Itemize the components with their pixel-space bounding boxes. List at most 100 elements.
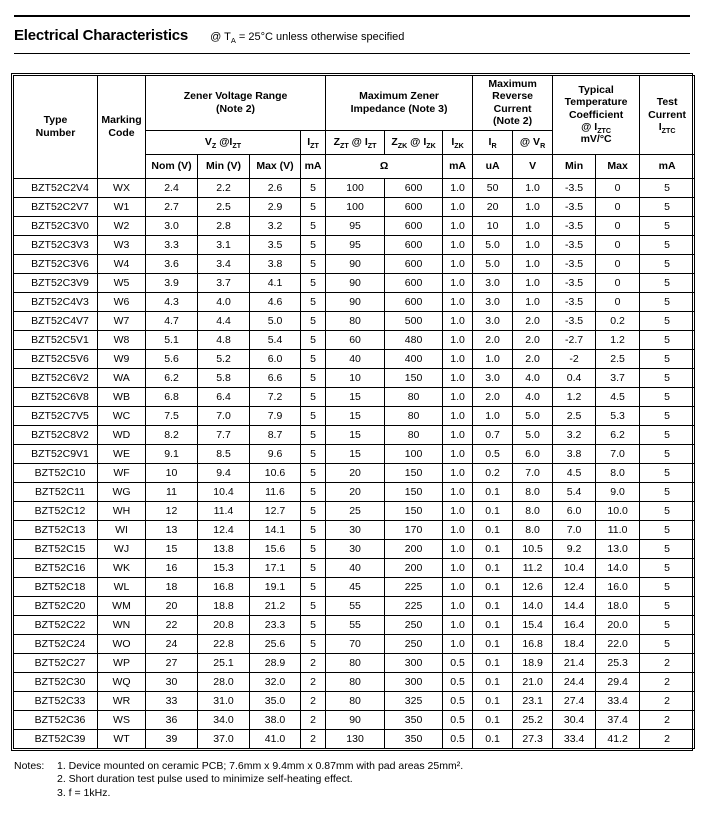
value-cell: 12.6: [512, 576, 554, 597]
subhead-vz-at-izt: VZ @IZT: [145, 129, 301, 155]
value-cell: 90: [325, 272, 386, 293]
value-cell: 80: [384, 405, 444, 426]
value-cell: 22.8: [197, 633, 250, 654]
value-cell: W8: [97, 329, 146, 350]
type-number-cell: BZT52C11: [13, 481, 98, 502]
value-cell: 10.0: [595, 500, 641, 521]
value-cell: 2.5: [552, 405, 597, 426]
value-cell: 5: [299, 386, 327, 407]
value-cell: 3.3: [145, 234, 198, 255]
value-cell: 16.0: [595, 576, 641, 597]
value-cell: 1.0: [442, 253, 474, 274]
value-cell: 5.4: [249, 329, 301, 350]
value-cell: 3.8: [552, 443, 597, 464]
value-cell: 0.1: [472, 595, 514, 616]
unit-max-v: Max (V): [249, 153, 301, 179]
value-cell: 25.2: [512, 709, 554, 730]
value-cell: 0.1: [472, 671, 514, 692]
value-cell: WJ: [97, 538, 146, 559]
value-cell: 10: [472, 215, 514, 236]
value-cell: 25.3: [595, 652, 641, 673]
value-cell: 12: [145, 500, 198, 521]
section-header: Electrical Characteristics @ TA = 25°C u…: [11, 15, 693, 54]
value-cell: -3.5: [552, 177, 597, 198]
notes-items: 1. Device mounted on ceramic PCB; 7.6mm …: [57, 760, 463, 801]
value-cell: 480: [384, 329, 444, 350]
value-cell: 15.3: [197, 557, 250, 578]
value-cell: 5: [299, 215, 327, 236]
value-cell: 10: [145, 462, 198, 483]
value-cell: 5: [639, 557, 696, 578]
table-header: Type Number Marking Code Zener Voltage R…: [13, 75, 696, 179]
value-cell: 1.2: [552, 386, 597, 407]
value-cell: 25.1: [197, 652, 250, 673]
value-cell: 5: [639, 538, 696, 559]
table-row: BZT52C11 WG 11 10.4 11.6 5 20 150 1.0 0.1 8.0 5.4 9.…: [13, 481, 696, 502]
value-cell: 95: [325, 215, 386, 236]
value-cell: 27: [145, 652, 198, 673]
value-cell: 1.0: [442, 500, 474, 521]
value-cell: 2.8: [197, 215, 250, 236]
value-cell: 5: [639, 253, 696, 274]
value-cell: 5: [639, 424, 696, 445]
table-body: BZT52C2V4 WX 2.4 2.2 2.6 5 100 600 1.0 50 1.0 -3.5 0…: [13, 177, 696, 749]
value-cell: 11.0: [595, 519, 641, 540]
value-cell: 5: [299, 329, 327, 350]
value-cell: 5: [299, 424, 327, 445]
value-cell: 5.0: [512, 405, 554, 426]
value-cell: 4.0: [197, 291, 250, 312]
value-cell: 5: [639, 576, 696, 597]
value-cell: 5: [299, 481, 327, 502]
value-cell: 30: [325, 519, 386, 540]
value-cell: 32.0: [249, 671, 301, 692]
value-cell: 18.8: [197, 595, 250, 616]
value-cell: 2: [299, 709, 327, 730]
value-cell: W1: [97, 196, 146, 217]
value-cell: 8.0: [512, 500, 554, 521]
col-group-zener-voltage-range: Zener Voltage Range (Note 2): [144, 75, 327, 131]
value-cell: 5.1: [145, 329, 198, 350]
value-cell: 21.2: [249, 595, 301, 616]
value-cell: 2.0: [512, 348, 554, 369]
value-cell: 300: [384, 671, 444, 692]
value-cell: 7.0: [197, 405, 250, 426]
type-number-cell: BZT52C5V6: [13, 348, 98, 369]
value-cell: 2.2: [197, 177, 250, 198]
type-number-cell: BZT52C33: [13, 690, 98, 711]
value-cell: WP: [97, 652, 146, 673]
value-cell: 33: [145, 690, 198, 711]
value-cell: 31.0: [197, 690, 250, 711]
value-cell: 2: [299, 728, 327, 749]
value-cell: 1.0: [442, 272, 474, 293]
value-cell: -2.7: [552, 329, 597, 350]
unit-iztc-ma: mA: [639, 153, 696, 179]
value-cell: 41.2: [595, 728, 641, 749]
value-cell: 38.0: [249, 709, 301, 730]
value-cell: 5.6: [145, 348, 198, 369]
value-cell: 25: [325, 500, 386, 521]
value-cell: 0.4: [552, 367, 597, 388]
value-cell: 20.8: [197, 614, 250, 635]
value-cell: 5: [639, 443, 696, 464]
value-cell: 16.8: [197, 576, 250, 597]
value-cell: 20: [325, 462, 386, 483]
value-cell: 150: [384, 481, 444, 502]
value-cell: 14.0: [512, 595, 554, 616]
subhead-vr: @ VR: [512, 129, 554, 155]
value-cell: 600: [384, 272, 444, 293]
subhead-zzk-at-izk: ZZK @ IZK: [384, 129, 444, 155]
value-cell: WQ: [97, 671, 146, 692]
type-number-cell: BZT52C3V6: [13, 253, 98, 274]
value-cell: 3.6: [145, 253, 198, 274]
note-item-3: 3. f = 1kHz.: [57, 786, 111, 799]
value-cell: 0.5: [442, 652, 474, 673]
value-cell: 5.3: [595, 405, 641, 426]
value-cell: 2: [639, 728, 696, 749]
value-cell: 7.0: [552, 519, 597, 540]
value-cell: 5: [299, 576, 327, 597]
value-cell: 22.0: [595, 633, 641, 654]
col-header-type-number: Type Number: [13, 75, 98, 179]
value-cell: 12.4: [552, 576, 597, 597]
value-cell: 5.0: [512, 424, 554, 445]
value-cell: 4.1: [249, 272, 301, 293]
